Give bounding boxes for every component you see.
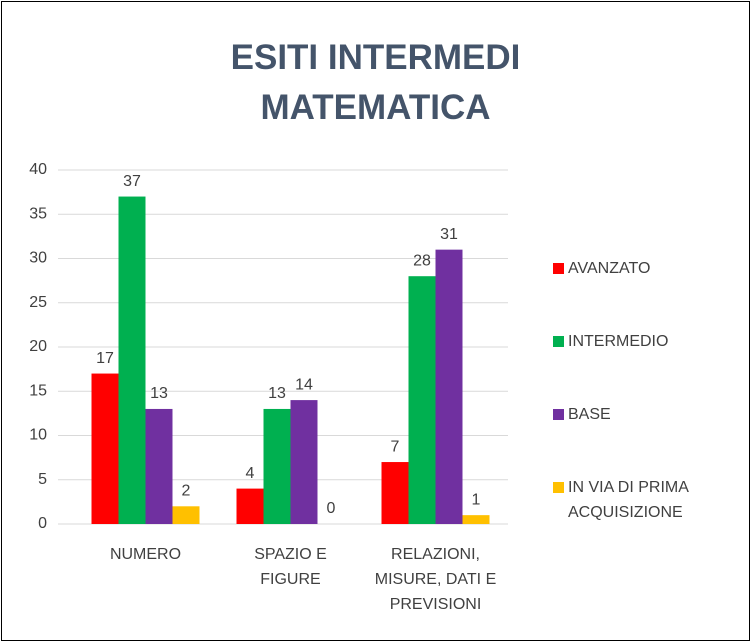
data-label: 13 bbox=[150, 385, 168, 402]
data-label: 13 bbox=[268, 385, 286, 402]
y-tick-label: 20 bbox=[29, 338, 47, 355]
chart-title: ESITI INTERMEDI bbox=[230, 38, 521, 77]
bar bbox=[435, 249, 463, 524]
legend-label: AVANZATO bbox=[568, 260, 651, 277]
legend-label: BASE bbox=[568, 406, 611, 423]
legend-swatch bbox=[553, 336, 564, 347]
data-label: 2 bbox=[182, 483, 191, 500]
y-tick-label: 35 bbox=[29, 205, 47, 222]
data-label: 1 bbox=[472, 491, 481, 508]
bar bbox=[381, 462, 409, 524]
bar bbox=[290, 400, 318, 524]
bar bbox=[263, 408, 291, 524]
x-tick-label: RELAZIONI, MISURE, DATI E PREVISIONI bbox=[374, 546, 497, 613]
data-label: 28 bbox=[413, 252, 431, 269]
y-tick-label: 15 bbox=[29, 382, 47, 399]
legend-swatch bbox=[553, 409, 564, 420]
data-label: 37 bbox=[123, 173, 141, 190]
y-tick-label: 25 bbox=[29, 294, 47, 311]
legend-swatch bbox=[553, 263, 564, 274]
data-label: 31 bbox=[440, 226, 458, 243]
data-label: 17 bbox=[96, 350, 114, 367]
y-tick-label: 40 bbox=[29, 161, 47, 178]
bar bbox=[172, 506, 200, 524]
legend-label: IN VIA DI PRIMA ACQUISIZIONE bbox=[568, 479, 689, 521]
y-tick-label: 10 bbox=[29, 427, 47, 444]
data-label: 4 bbox=[246, 465, 255, 482]
bar bbox=[91, 373, 119, 524]
data-label: 14 bbox=[295, 376, 313, 393]
data-label: 7 bbox=[391, 438, 400, 455]
legend-label: INTERMEDIO bbox=[568, 333, 669, 350]
bar bbox=[408, 276, 436, 524]
x-tick-label: NUMERO bbox=[109, 546, 182, 563]
bar bbox=[462, 515, 490, 524]
bar bbox=[236, 488, 264, 524]
x-tick-label: SPAZIO E FIGURE bbox=[254, 546, 327, 588]
legend-swatch bbox=[553, 482, 564, 493]
data-label: 0 bbox=[327, 500, 336, 517]
chart-title: MATEMATICA bbox=[260, 88, 491, 127]
y-tick-label: 30 bbox=[29, 250, 47, 267]
y-tick-label: 5 bbox=[38, 471, 47, 488]
bar bbox=[118, 196, 146, 525]
bar bbox=[145, 408, 173, 524]
y-tick-label: 0 bbox=[38, 515, 47, 532]
